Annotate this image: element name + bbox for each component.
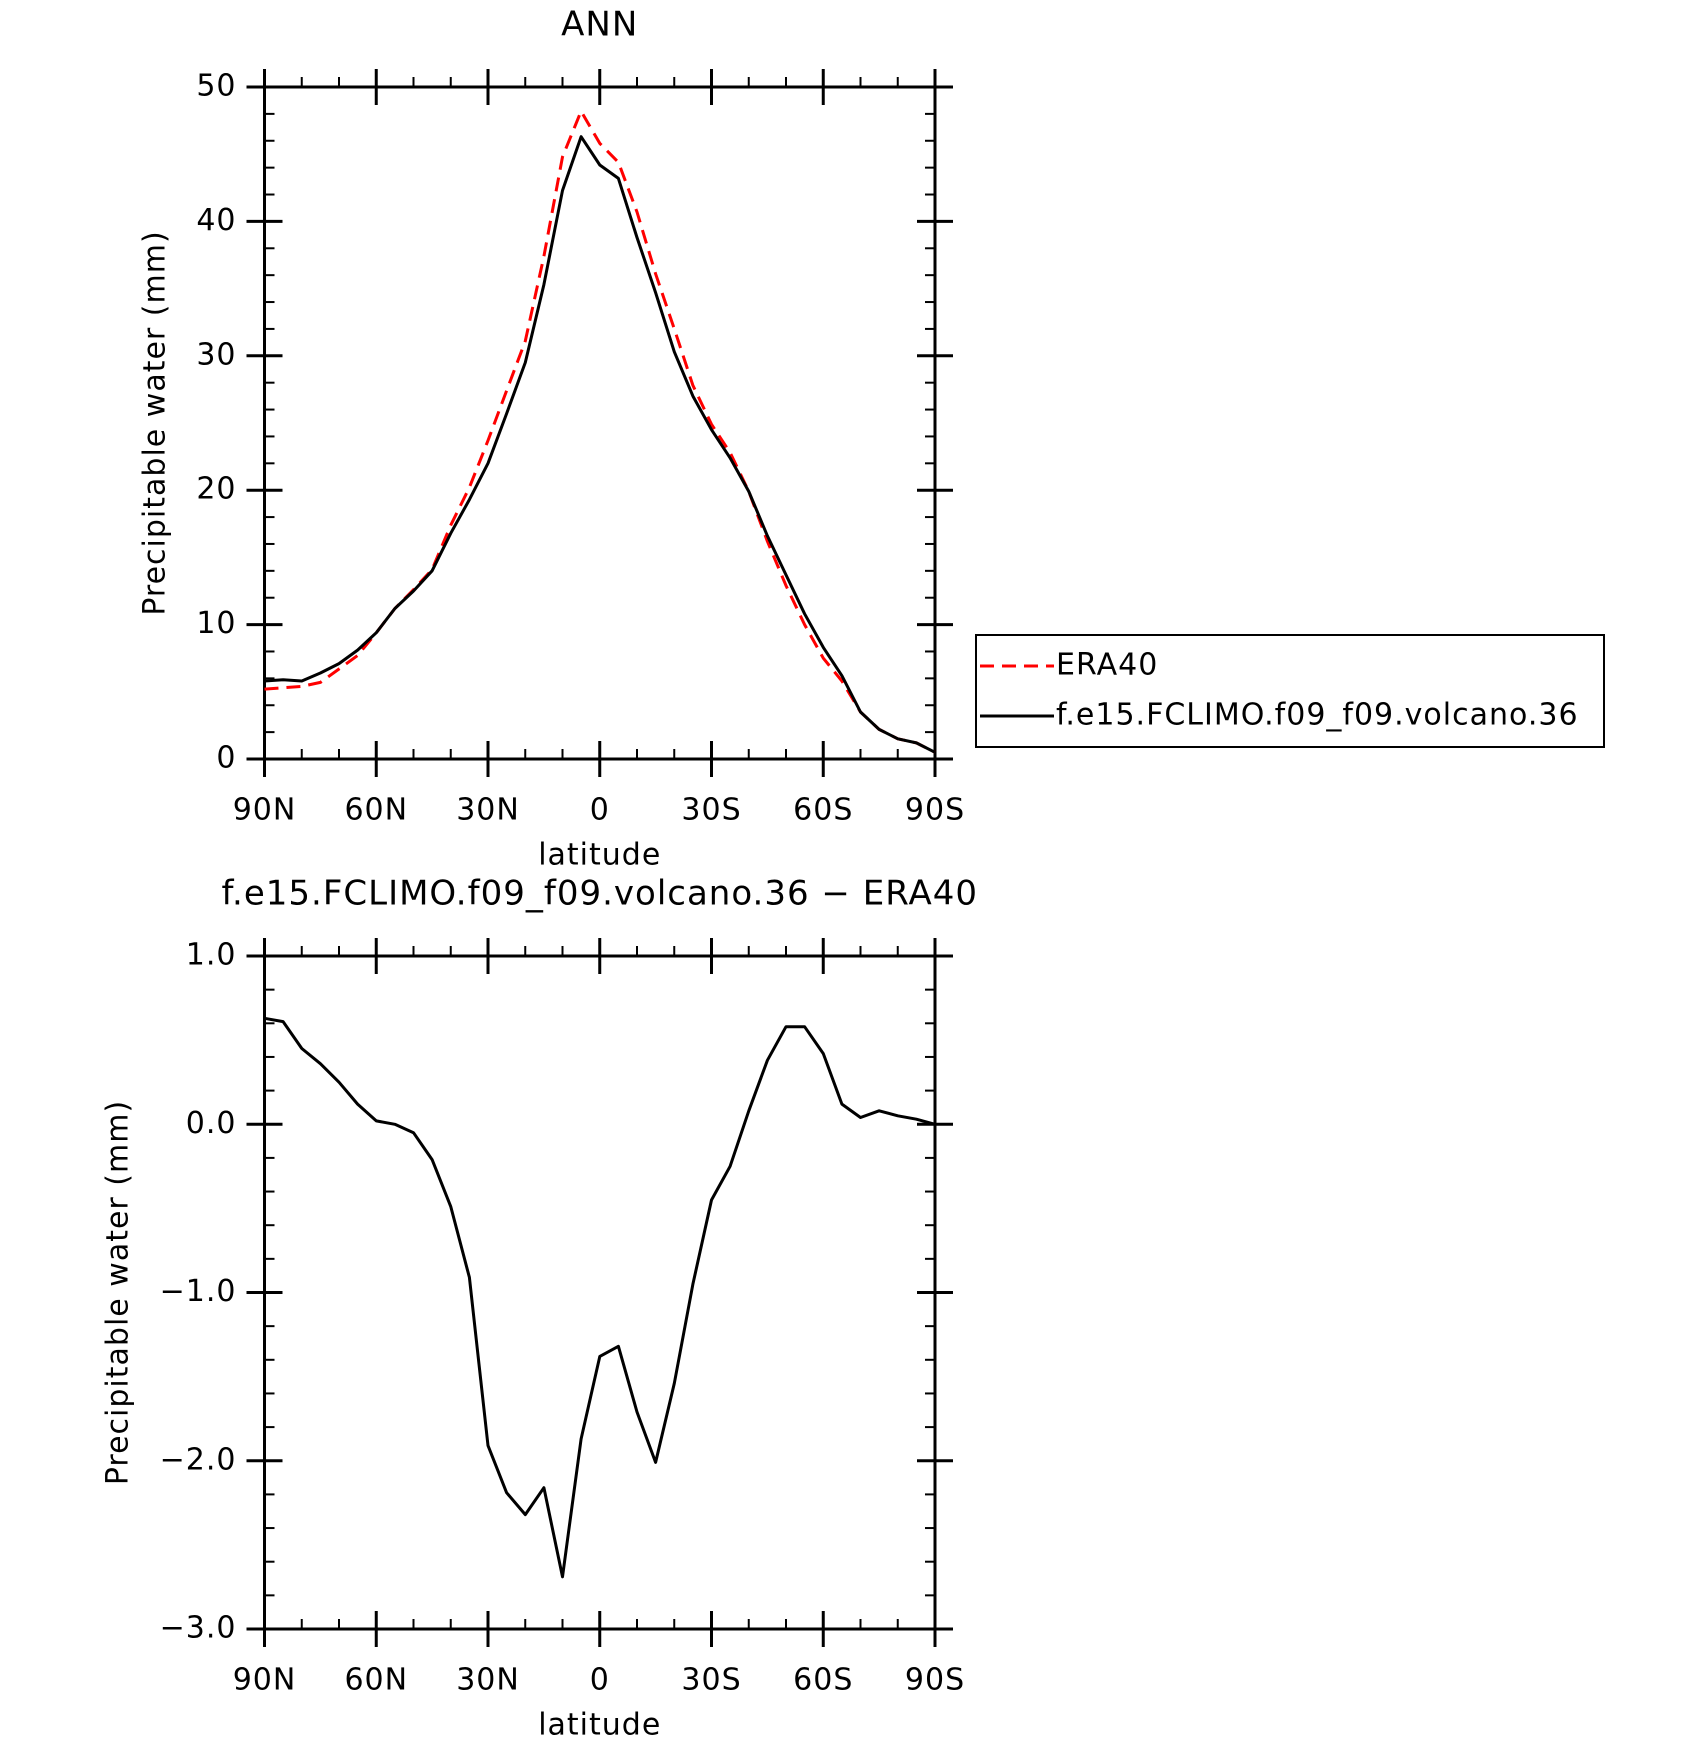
x-tick-label: 60N xyxy=(344,1663,408,1698)
chart-title: f.e15.FCLIMO.f09_f09.volcano.36 − ERA40 xyxy=(222,874,978,914)
x-tick-label: 0 xyxy=(590,1663,610,1698)
y-tick-label: 50 xyxy=(196,69,236,104)
plot-frame xyxy=(263,85,937,761)
y-axis-label: Precipitable water (mm) xyxy=(138,230,173,615)
data-line xyxy=(264,135,936,754)
y-tick-label: 30 xyxy=(196,337,236,372)
x-tick-label: 90S xyxy=(905,793,965,828)
x-tick-label: 60S xyxy=(793,1663,853,1698)
chart-title: ANN xyxy=(561,5,638,45)
legend-label: f.e15.FCLIMO.f09_f09.volcano.36 xyxy=(1056,698,1579,733)
x-tick-label: 30N xyxy=(456,1663,520,1698)
y-tick-label: 0.0 xyxy=(186,1106,237,1141)
x-tick-label: 30N xyxy=(456,793,520,828)
x-tick-label: 90N xyxy=(233,1663,297,1698)
x-tick-label: 30S xyxy=(681,793,741,828)
x-tick-label: 30S xyxy=(681,1663,741,1698)
data-line xyxy=(264,109,936,754)
plot-frame xyxy=(263,954,937,1631)
y-tick-label: 20 xyxy=(196,472,236,507)
y-axis-label: Precipitable water (mm) xyxy=(101,1100,136,1485)
y-tick-label: 10 xyxy=(196,606,236,641)
legend-box xyxy=(975,634,1605,748)
x-axis-label: latitude xyxy=(538,1708,661,1741)
x-tick-label: 60N xyxy=(344,793,408,828)
y-tick-label: 0 xyxy=(216,741,236,776)
data-line xyxy=(264,1016,936,1579)
x-tick-label: 60S xyxy=(793,793,853,828)
legend-label: ERA40 xyxy=(1056,648,1158,683)
y-tick-label: 40 xyxy=(196,203,236,238)
x-tick-label: 90S xyxy=(905,1663,965,1698)
y-tick-label: −3.0 xyxy=(160,1611,237,1646)
x-axis-label: latitude xyxy=(538,838,661,873)
x-tick-label: 0 xyxy=(590,793,610,828)
y-tick-label: −2.0 xyxy=(160,1442,237,1477)
y-tick-label: 1.0 xyxy=(186,938,237,973)
x-tick-label: 90N xyxy=(233,793,297,828)
y-tick-label: −1.0 xyxy=(160,1274,237,1309)
